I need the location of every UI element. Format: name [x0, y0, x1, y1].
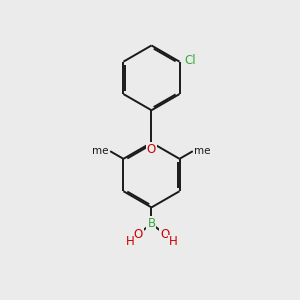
Text: O: O [160, 228, 169, 241]
Text: Cl: Cl [184, 54, 196, 67]
Text: O: O [147, 143, 156, 156]
Text: O: O [134, 228, 143, 241]
Text: me: me [194, 146, 211, 156]
Text: me: me [92, 146, 109, 156]
Text: H: H [169, 235, 178, 248]
Text: B: B [147, 217, 155, 230]
Text: H: H [125, 235, 134, 248]
